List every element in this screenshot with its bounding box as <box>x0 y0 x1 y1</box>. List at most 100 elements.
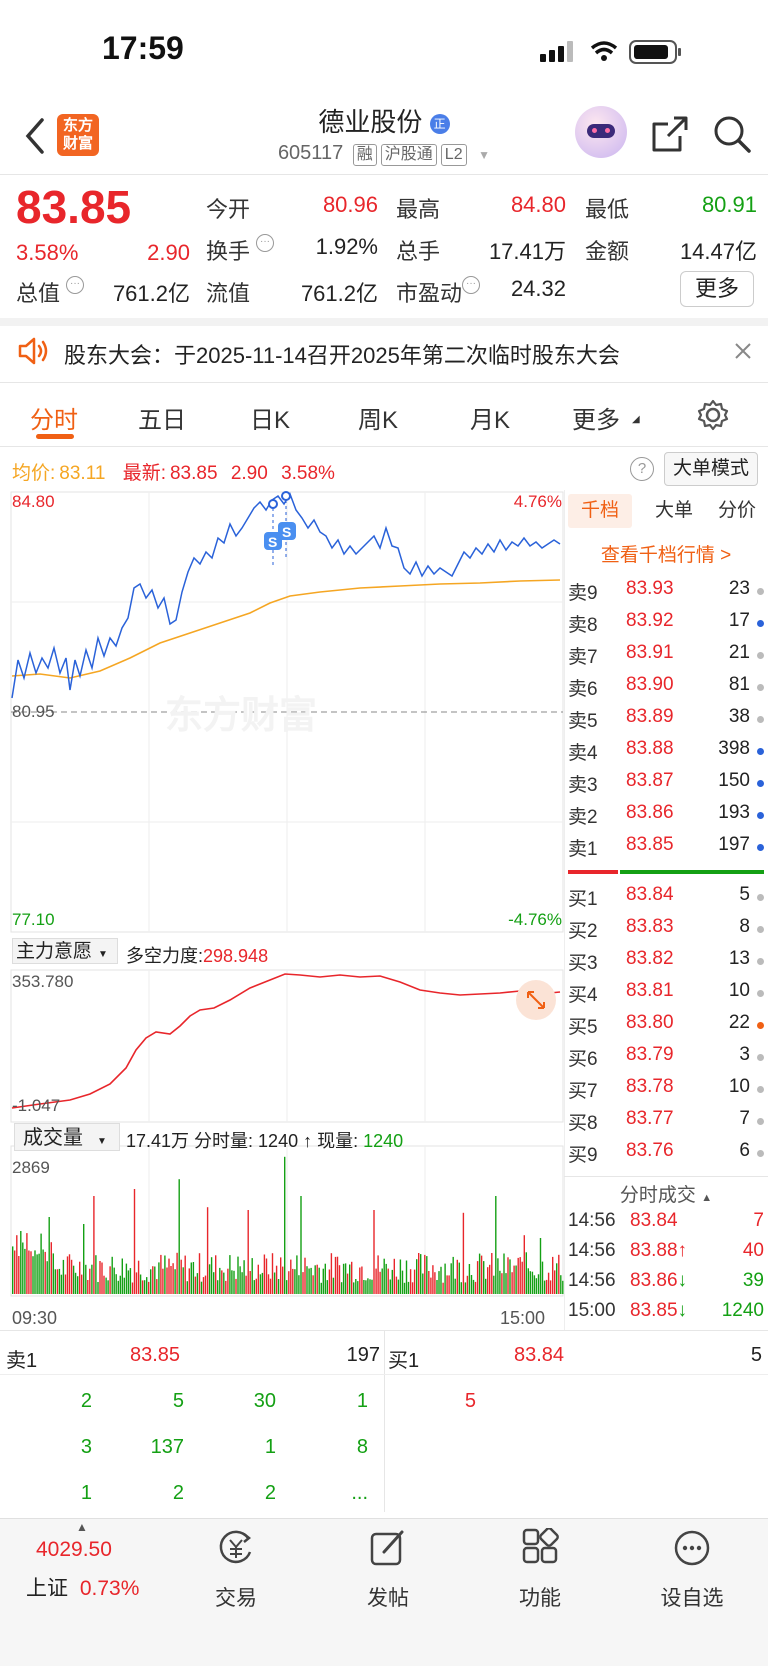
nav-post[interactable]: 发帖 <box>367 1587 409 1610</box>
queue-ask-order: 1 <box>356 1390 368 1412</box>
axis-bottom-price: 77.10 <box>12 910 55 929</box>
volume-bar <box>178 1179 180 1294</box>
volume-bar <box>290 1259 292 1294</box>
bid-price: 83.82 <box>626 948 674 969</box>
view-depth-link[interactable]: 查看千档行情 > <box>600 545 732 566</box>
caret-up-icon: ▲ <box>701 1192 713 1204</box>
volume-bar <box>182 1267 184 1294</box>
volume-bar <box>468 1264 471 1294</box>
stock-code-line[interactable]: 605117 融沪股通 L2 ▼ <box>0 142 768 166</box>
tick-price: 83.86↓ <box>630 1270 688 1291</box>
bid-row[interactable]: 买9 83.76 6 <box>568 1140 768 1172</box>
label-float-cap: 流值 <box>206 281 251 306</box>
ask-row[interactable]: 卖1 83.85 197 <box>568 834 768 866</box>
ask-volume: 21 <box>728 642 750 663</box>
connect-tag: 沪股通 <box>380 144 437 166</box>
indicator-selector[interactable]: 主力意愿 ▼ <box>12 938 118 964</box>
volume-bar <box>229 1255 231 1294</box>
more-circle-icon[interactable] <box>672 1528 712 1568</box>
index-ticker[interactable]: 上证 0.73% <box>26 1572 139 1602</box>
ticks-header[interactable]: 分时成交 ▲ <box>568 1180 764 1207</box>
ask-price: 83.91 <box>626 642 674 663</box>
info-icon[interactable]: ··· <box>462 276 480 294</box>
value-low: 80.91 <box>701 192 757 217</box>
info-icon[interactable]: ··· <box>66 276 84 294</box>
close-icon[interactable] <box>732 340 754 362</box>
tab-intraday[interactable]: 分时 <box>30 407 78 434</box>
notice-text[interactable]: 股东大会：于2025-11-14召开2025年第二次临时股东大会 <box>64 343 620 368</box>
value-open: 80.96 <box>322 192 378 217</box>
back-arrow-icon[interactable] <box>22 116 46 156</box>
tab-price-dist[interactable]: 分价 <box>717 500 756 521</box>
caret-up-icon[interactable]: ▲ <box>76 1520 88 1534</box>
bid-row[interactable]: 买7 83.78 10 <box>568 1076 768 1108</box>
assistant-avatar[interactable] <box>575 106 627 158</box>
queue-ask-order: 5 <box>172 1390 184 1412</box>
nav-trade[interactable]: 交易 <box>215 1587 257 1610</box>
ask-row[interactable]: 卖5 83.89 38 <box>568 706 768 738</box>
volume-bar <box>296 1255 298 1294</box>
volume-bar <box>324 1263 326 1294</box>
volume-bar <box>503 1253 505 1294</box>
share-icon[interactable] <box>650 114 690 154</box>
bid-row[interactable]: 买3 83.82 13 <box>568 948 768 980</box>
search-icon[interactable] <box>712 114 752 154</box>
ask-row[interactable]: 卖6 83.90 81 <box>568 674 768 706</box>
bid-row[interactable]: 买1 83.84 5 <box>568 884 768 916</box>
help-icon[interactable]: ? <box>630 457 654 481</box>
nav-add-watchlist[interactable]: 设自选 <box>660 1587 724 1610</box>
indicator-axis-top: 353.780 <box>12 972 74 991</box>
volume-bar <box>432 1265 434 1294</box>
tick-volume: 7 <box>753 1210 764 1231</box>
nav-functions[interactable]: 功能 <box>519 1587 561 1610</box>
index-value[interactable]: 4029.50 <box>36 1538 112 1561</box>
tab-depth[interactable]: 千档 <box>568 494 632 528</box>
volume-bar <box>531 1271 534 1294</box>
bid-row[interactable]: 买4 83.81 10 <box>568 980 768 1012</box>
volume-bar <box>517 1257 519 1294</box>
bid-row[interactable]: 买6 83.79 3 <box>568 1044 768 1076</box>
intraday-chart[interactable]: 东方财富 S S <box>0 488 564 1318</box>
volume-bar <box>257 1264 259 1294</box>
volume-bar <box>223 1272 225 1294</box>
tab-monthly[interactable]: 月K <box>470 407 511 434</box>
bid-level-label: 买7 <box>568 1081 598 1102</box>
ask-row[interactable]: 卖4 83.88 398 <box>568 738 768 770</box>
bid-price: 83.83 <box>626 916 674 937</box>
bid-row[interactable]: 买5 83.80 22 <box>568 1012 768 1044</box>
bid-row[interactable]: 买2 83.83 8 <box>568 916 768 948</box>
clock: 17:59 <box>102 30 184 66</box>
queue-ask-label: 卖1 <box>6 1350 38 1372</box>
sell-signal-badge <box>278 522 296 540</box>
tab-daily[interactable]: 日K <box>250 407 291 434</box>
ask-row[interactable]: 卖3 83.87 150 <box>568 770 768 802</box>
indicator-axis-bottom: -1.047 <box>12 1096 61 1115</box>
ask-row[interactable]: 卖2 83.86 193 <box>568 802 768 834</box>
tab-big-orders[interactable]: 大单 <box>654 500 693 521</box>
info-icon[interactable]: ··· <box>256 234 274 252</box>
volume-bar <box>261 1272 264 1294</box>
volume-selector[interactable]: 成交量 ▼ <box>14 1123 120 1151</box>
tab-five-day[interactable]: 五日 <box>138 407 186 434</box>
volume-bar <box>273 1272 276 1294</box>
tab-more[interactable]: 更多 <box>572 407 620 434</box>
tab-weekly[interactable]: 周K <box>358 407 399 434</box>
order-dot-icon <box>757 620 764 627</box>
trade-icon[interactable] <box>216 1528 256 1568</box>
bid-row[interactable]: 买8 83.77 7 <box>568 1108 768 1140</box>
volume-bar <box>556 1263 558 1294</box>
functions-icon[interactable] <box>520 1528 560 1568</box>
volume-bar <box>180 1259 182 1294</box>
more-button[interactable]: 更多 <box>680 271 754 307</box>
post-icon[interactable] <box>368 1528 408 1568</box>
settings-gear-icon[interactable] <box>696 398 730 432</box>
volume-bar <box>109 1266 111 1294</box>
big-order-mode-button[interactable]: 大单模式 <box>664 452 758 486</box>
app-logo: 东方 财富 <box>57 114 99 156</box>
volume-bar <box>393 1258 395 1294</box>
tick-time: 14:56 <box>568 1270 616 1291</box>
avg-value: 83.11 <box>59 463 106 484</box>
ask-row[interactable]: 卖7 83.91 21 <box>568 642 768 674</box>
ask-row[interactable]: 卖9 83.93 23 <box>568 578 768 610</box>
ask-row[interactable]: 卖8 83.92 17 <box>568 610 768 642</box>
